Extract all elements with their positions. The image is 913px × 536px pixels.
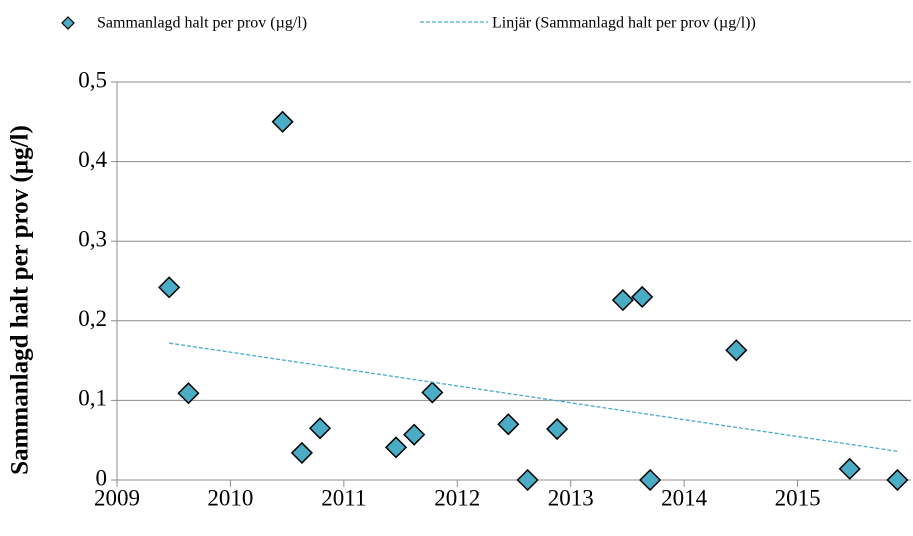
y-tick-label: 0,4 xyxy=(78,147,107,172)
x-tick-label: 2010 xyxy=(207,485,253,510)
point xyxy=(639,468,662,492)
point xyxy=(158,276,181,299)
legend-label: Linjär (Sammanlagd halt per prov (µg/l)) xyxy=(492,15,756,32)
point xyxy=(886,468,909,492)
x-tick-label: 2015 xyxy=(775,485,821,510)
point xyxy=(384,436,408,459)
point xyxy=(725,339,748,362)
point xyxy=(631,285,654,308)
x-tick-label: 2014 xyxy=(661,485,708,510)
x-tick-label: 2009 xyxy=(94,485,140,510)
point xyxy=(497,413,520,436)
point xyxy=(271,110,294,133)
x-tick-label: 2013 xyxy=(548,485,594,510)
point xyxy=(403,423,426,446)
point xyxy=(290,441,313,464)
trend-line xyxy=(169,342,898,452)
point xyxy=(177,382,200,405)
y-tick-label: 0 xyxy=(96,465,108,490)
y-tick-label: 0,1 xyxy=(78,386,107,411)
point xyxy=(838,457,861,480)
y-tick-label: 0,3 xyxy=(78,226,107,251)
x-tick-label: 2011 xyxy=(321,485,366,510)
y-axis-title: Sammanlagd halt per prov (µg/l) xyxy=(7,125,34,475)
y-tick-label: 0,2 xyxy=(78,306,107,331)
legend-marker xyxy=(61,16,75,30)
point xyxy=(546,417,569,441)
point xyxy=(421,381,444,404)
x-tick-label: 2012 xyxy=(434,485,480,510)
point xyxy=(611,289,634,312)
point xyxy=(308,417,332,440)
point xyxy=(516,468,539,492)
y-tick-label: 0,5 xyxy=(78,67,107,92)
legend-label: Sammanlagd halt per prov (µg/l) xyxy=(97,15,307,32)
